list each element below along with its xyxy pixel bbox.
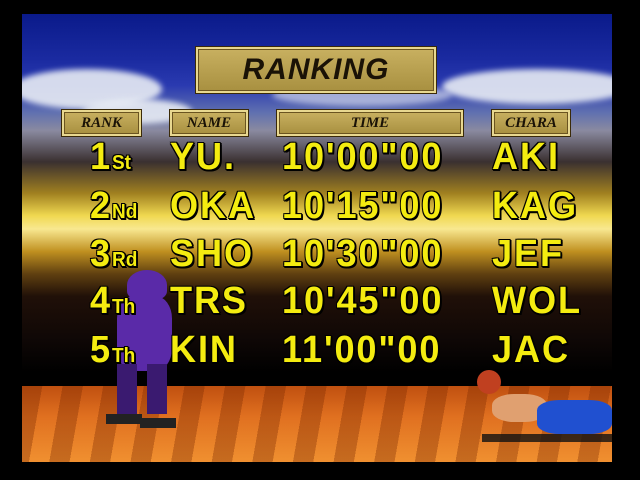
chara-cell: KAG bbox=[492, 185, 578, 227]
rank-cell: 3Rd bbox=[90, 233, 138, 275]
chara-cell: AKI bbox=[492, 136, 560, 178]
rank-cell: 2Nd bbox=[90, 185, 138, 227]
chara-cell: JAC bbox=[492, 329, 570, 371]
time-cell: 11'00"00 bbox=[282, 329, 442, 371]
time-cell: 10'15"00 bbox=[282, 185, 444, 227]
cloud bbox=[442, 69, 612, 104]
rank-cell: 4Th bbox=[90, 280, 136, 322]
time-cell: 10'30"00 bbox=[282, 233, 444, 275]
header-name: NAME bbox=[170, 110, 248, 136]
chara-cell: WOL bbox=[492, 280, 582, 322]
name-cell: YU. bbox=[170, 136, 236, 178]
rank-cell: 1St bbox=[90, 136, 131, 178]
name-cell: TRS bbox=[170, 280, 248, 322]
name-cell: SHO bbox=[170, 233, 254, 275]
name-cell: KIN bbox=[170, 329, 238, 371]
time-cell: 10'45"00 bbox=[282, 280, 444, 322]
ranking-title: RANKING bbox=[196, 47, 436, 93]
chara-cell: JEF bbox=[492, 233, 564, 275]
header-time: TIME bbox=[277, 110, 463, 136]
time-cell: 10'00"00 bbox=[282, 136, 444, 178]
rank-cell: 5Th bbox=[90, 329, 136, 371]
name-cell: OKA bbox=[170, 185, 256, 227]
header-rank: RANK bbox=[62, 110, 141, 136]
header-chara: CHARA bbox=[492, 110, 570, 136]
